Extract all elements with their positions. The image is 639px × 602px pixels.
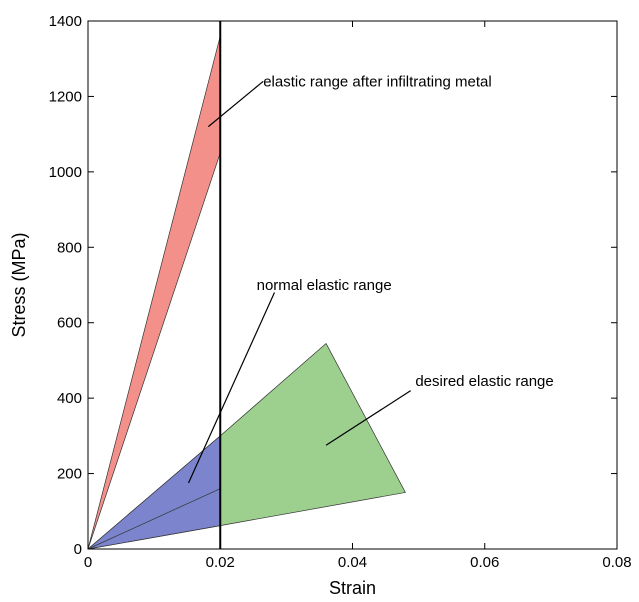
x-tick-label: 0.02 <box>206 554 235 571</box>
annotations-layer: elastic range after infiltrating metal no… <box>187 73 554 484</box>
region-normal <box>87 435 221 550</box>
y-tick-label: 1000 <box>49 164 82 181</box>
annotation-leader-normal <box>187 292 276 484</box>
y-tick-label: 0 <box>74 541 82 558</box>
ticks-layer: 0 0.02 0.04 0.06 0.08 0 200 400 600 800 1000 1200 14… <box>49 13 632 571</box>
annotation-normal: normal elastic range <box>257 277 392 294</box>
x-tick-label: 0.06 <box>470 554 499 571</box>
annotation-leader-infiltrated <box>207 80 264 128</box>
x-tick-label: 0 <box>84 554 92 571</box>
region-normal-inner-line <box>87 488 221 550</box>
y-tick-label: 800 <box>57 239 82 256</box>
annotation-leader-desired <box>325 390 412 446</box>
annotation-desired: desired elastic range <box>415 373 553 390</box>
y-tick-label: 200 <box>57 466 82 483</box>
x-tick-label: 0.08 <box>602 554 631 571</box>
x-tick-label: 0.04 <box>338 554 367 571</box>
annotation-infiltrated: elastic range after infiltrating metal <box>263 73 491 90</box>
y-tick-label: 1200 <box>49 88 82 105</box>
y-axis-title: Stress (MPa) <box>9 232 29 337</box>
y-tick-label: 1400 <box>49 13 82 30</box>
y-tick-label: 600 <box>57 315 82 332</box>
y-tick-label: 400 <box>57 390 82 407</box>
x-axis-title: Strain <box>329 578 376 598</box>
